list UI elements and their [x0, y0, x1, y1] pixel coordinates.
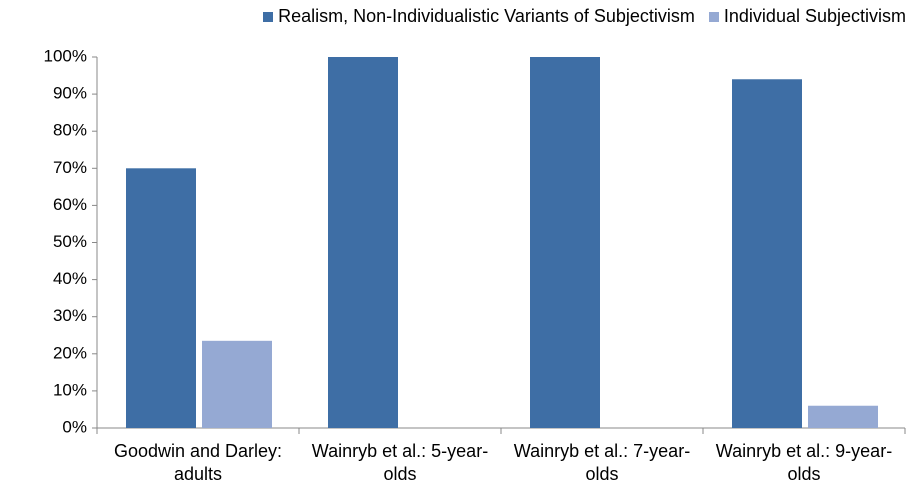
y-tick-label: 70% — [53, 158, 87, 177]
legend-label: Realism, Non-Individualistic Variants of… — [278, 6, 695, 26]
bar — [732, 79, 802, 428]
legend: Realism, Non-Individualistic Variants of… — [263, 6, 906, 27]
bar — [808, 405, 878, 428]
bar — [126, 168, 196, 429]
x-tick-label: Wainryb et al.: 7-year-olds — [513, 441, 691, 484]
legend-item: Individual Subjectivism — [708, 6, 906, 27]
x-tick-label: Wainryb et al.: 5-year-olds — [311, 441, 489, 484]
y-tick-label: 100% — [44, 46, 87, 65]
y-tick-label: 60% — [53, 195, 87, 214]
bar — [202, 340, 272, 428]
legend-swatch — [263, 11, 274, 22]
bar — [328, 57, 398, 428]
y-tick-label: 50% — [53, 232, 87, 251]
y-tick-label: 20% — [53, 343, 87, 362]
legend-swatch — [708, 11, 719, 22]
y-tick-label: 30% — [53, 306, 87, 325]
y-tick-label: 40% — [53, 269, 87, 288]
y-tick-label: 90% — [53, 84, 87, 103]
legend-item: Realism, Non-Individualistic Variants of… — [263, 6, 695, 27]
y-tick-label: 0% — [62, 417, 87, 436]
bar — [530, 57, 600, 428]
x-tick-label: Wainryb et al.: 9-year-olds — [715, 441, 893, 484]
legend-label: Individual Subjectivism — [723, 6, 906, 26]
y-tick-label: 10% — [53, 380, 87, 399]
y-tick-label: 80% — [53, 121, 87, 140]
x-tick-label: Goodwin and Darley: adults — [113, 441, 283, 484]
